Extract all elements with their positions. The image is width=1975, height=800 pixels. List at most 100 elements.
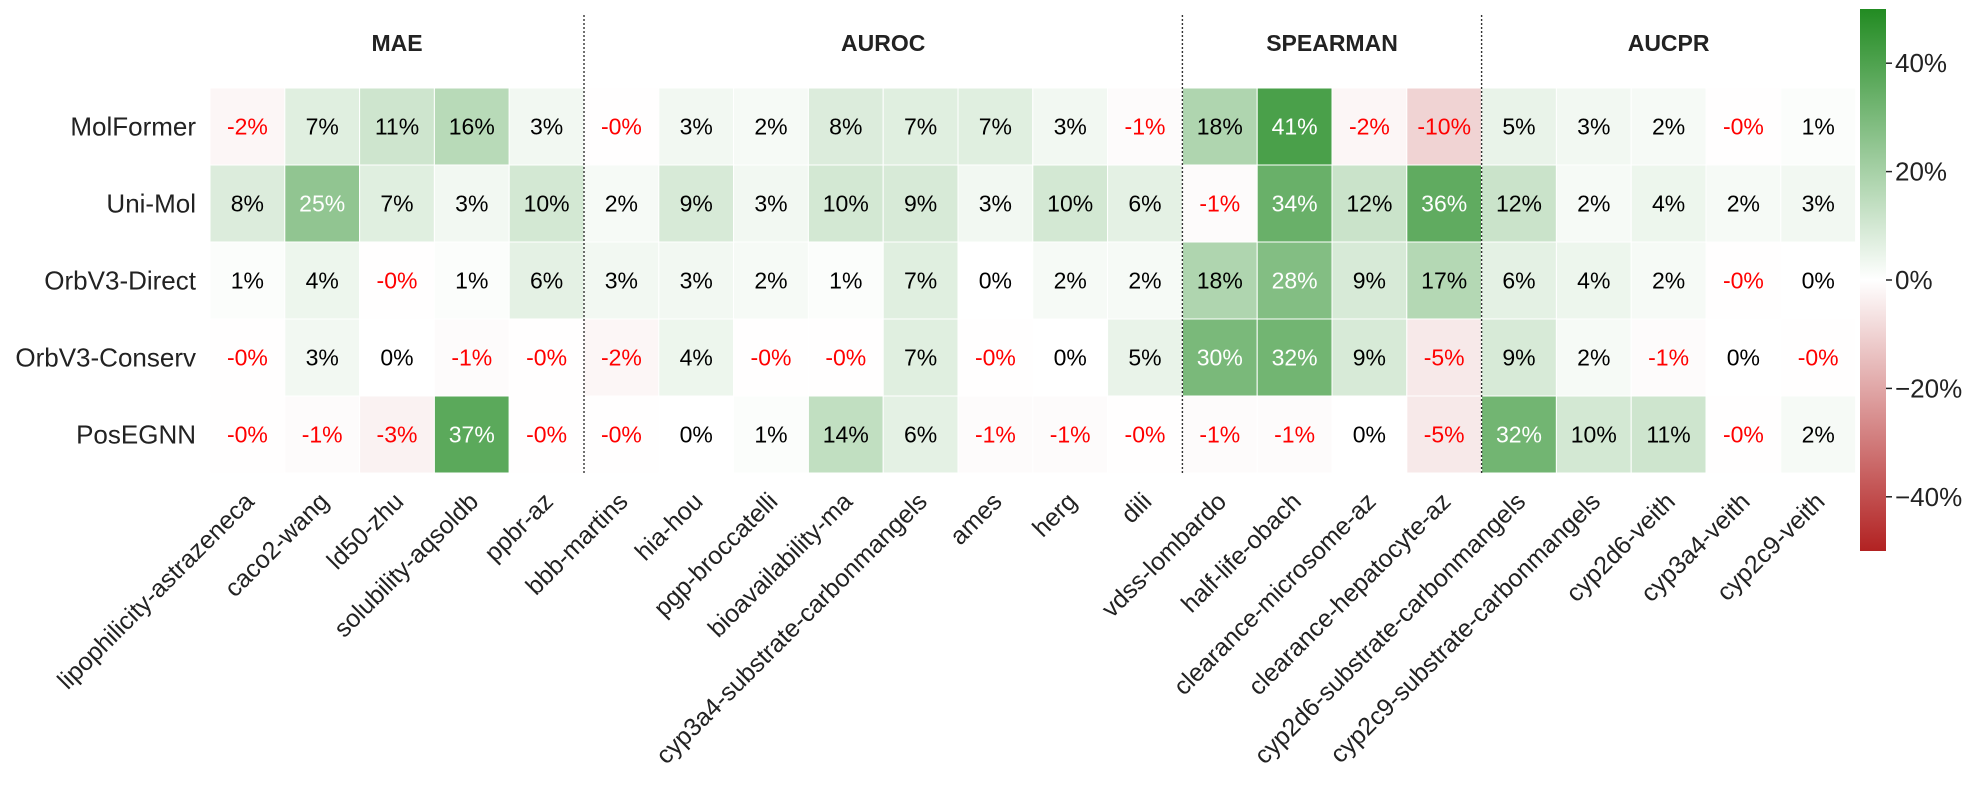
cell-value-label: 7%	[979, 114, 1012, 140]
heatmap-cell	[733, 318, 809, 397]
heatmap-cell	[583, 395, 660, 474]
colorbar-tick-label: −20%	[1895, 373, 1962, 403]
colorbar-tick-label: 0%	[1895, 265, 1933, 295]
cell-value-label: 9%	[1353, 345, 1386, 371]
cell-value-label: 4%	[1577, 268, 1610, 294]
cell-value-label: 5%	[1128, 345, 1161, 371]
heatmap-cell	[1331, 164, 1408, 243]
heatmap-cell	[1780, 164, 1857, 243]
group-headers: MAE AUROC SPEARMAN AUCPR	[371, 30, 1709, 56]
heatmap-cell	[583, 164, 660, 243]
heatmap-cell	[1406, 395, 1483, 474]
heatmap-cell	[1630, 395, 1707, 474]
cell-value-label: 17%	[1421, 268, 1467, 294]
cell-value-label: -0%	[1723, 268, 1764, 294]
cell-value-label: 6%	[530, 268, 563, 294]
heatmap-cell	[1107, 318, 1183, 397]
heatmap-cell	[1032, 87, 1109, 166]
cell-value-label: 3%	[979, 191, 1012, 217]
cell-value-label: 1%	[231, 268, 264, 294]
column-label: cyp2d6-substrate-carbonmangels	[1249, 487, 1531, 769]
cell-value-label: 5%	[1502, 114, 1535, 140]
row-label: Uni-Mol	[106, 189, 196, 219]
cell-value-label: 4%	[1652, 191, 1685, 217]
group-header-auroc: AUROC	[841, 30, 925, 56]
cell-value-label: 34%	[1272, 191, 1318, 217]
heatmap-cell	[1555, 318, 1632, 397]
cell-value-label: 18%	[1197, 114, 1243, 140]
cell-value-label: 0%	[1054, 345, 1087, 371]
heatmap-cell	[508, 395, 585, 474]
heatmap-cell	[284, 87, 361, 166]
heatmap-cell	[359, 241, 435, 320]
cell-value-label: 2%	[1652, 114, 1685, 140]
heatmap-cell	[1107, 164, 1183, 243]
cell-value-label: -0%	[601, 422, 642, 448]
cell-value-label: 0%	[1802, 268, 1835, 294]
cell-value-label: 3%	[1802, 191, 1835, 217]
heatmap-cell	[209, 318, 286, 397]
cell-value-label: 0%	[380, 345, 413, 371]
cell-value-label: -0%	[227, 422, 268, 448]
cell-value-label: 3%	[605, 268, 638, 294]
cell-value-label: -0%	[377, 268, 418, 294]
cell-value-label: 1%	[829, 268, 862, 294]
cell-value-label: 16%	[449, 114, 495, 140]
cell-value-label: 11%	[375, 114, 419, 140]
heatmap-cell	[1181, 395, 1258, 474]
cell-value-label: 32%	[1272, 345, 1318, 371]
heatmap-cell	[1256, 395, 1333, 474]
group-header-mae: MAE	[371, 30, 422, 56]
heatmap-cell	[658, 241, 735, 320]
heatmap-cell	[433, 318, 510, 397]
cell-value-label: 7%	[904, 268, 937, 294]
cell-value-label: 4%	[306, 268, 339, 294]
heatmap-cell	[1780, 318, 1857, 397]
heatmap-cell	[433, 87, 510, 166]
heatmap-cell	[807, 318, 884, 397]
heatmap-cell	[1705, 318, 1782, 397]
cell-value-label: 9%	[1502, 345, 1535, 371]
heatmap-cell	[1630, 87, 1707, 166]
cell-value-label: 30%	[1197, 345, 1243, 371]
heatmap-cell	[957, 241, 1034, 320]
cell-value-label: -5%	[1424, 422, 1465, 448]
cell-value-label: 3%	[754, 191, 787, 217]
cell-value-label: 28%	[1272, 268, 1318, 294]
group-header-aucpr: AUCPR	[1628, 30, 1710, 56]
cell-value-label: -0%	[825, 345, 866, 371]
heatmap-cell	[583, 241, 660, 320]
cell-value-label: 2%	[1727, 191, 1760, 217]
heatmap-cell	[433, 395, 510, 474]
heatmap-cell	[359, 318, 435, 397]
row-labels: MolFormer Uni-Mol OrbV3-Direct OrbV3-Conser…	[15, 112, 196, 450]
cell-value-label: 25%	[299, 191, 345, 217]
heatmap-cell	[1705, 164, 1782, 243]
heatmap-cell	[1481, 164, 1557, 243]
heatmap-cell	[508, 164, 585, 243]
column-label: cyp2c9-substrate-carbonmangels	[1325, 487, 1606, 768]
heatmap-cell	[1331, 395, 1408, 474]
heatmap-cell	[882, 318, 959, 397]
heatmap-cell	[1032, 395, 1109, 474]
heatmap-cell	[284, 318, 361, 397]
heatmap-cell	[1630, 241, 1707, 320]
cell-value-label: 3%	[1577, 114, 1610, 140]
cell-value-label: -0%	[227, 345, 268, 371]
row-label: OrbV3-Conserv	[15, 343, 196, 373]
cell-value-label: 6%	[1128, 191, 1161, 217]
cell-value-label: -1%	[451, 345, 492, 371]
cell-value-label: 32%	[1496, 422, 1542, 448]
cell-value-label: -2%	[1349, 114, 1390, 140]
heatmap-cell	[882, 395, 959, 474]
cell-value-label: 2%	[1054, 268, 1087, 294]
heatmap-cell	[658, 164, 735, 243]
cell-value-label: 9%	[680, 191, 713, 217]
heatmap-cell	[807, 241, 884, 320]
row-label: OrbV3-Direct	[44, 266, 196, 296]
heatmap-cell	[1555, 395, 1632, 474]
cell-value-label: -0%	[526, 345, 567, 371]
cell-value-label: -0%	[526, 422, 567, 448]
cell-value-label: 7%	[904, 114, 937, 140]
